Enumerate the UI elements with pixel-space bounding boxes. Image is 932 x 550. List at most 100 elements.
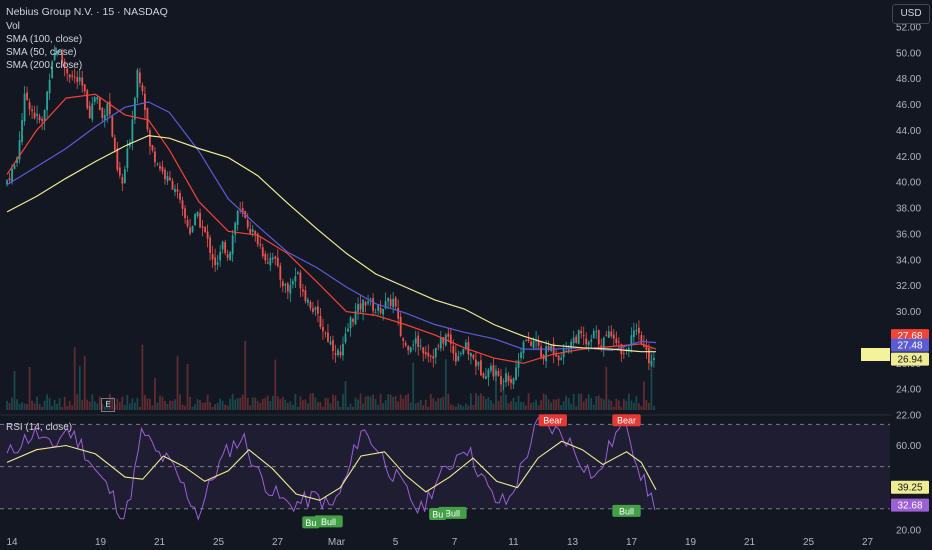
candle-body: [580, 330, 583, 334]
volume-bar: [414, 403, 417, 410]
candle-body: [424, 352, 427, 355]
volume-bar: [457, 403, 460, 410]
volume-bar: [582, 401, 585, 410]
candle-body: [620, 344, 623, 355]
volume-bar: [487, 397, 490, 410]
candle-body: [427, 352, 430, 357]
volume-bar: [103, 406, 106, 410]
volume-bar: [191, 406, 194, 410]
volume-bar: [635, 396, 638, 410]
candle-body: [439, 338, 442, 349]
candle-body: [630, 335, 633, 347]
price-axis-tick: 40.00: [896, 178, 921, 189]
candle-body: [397, 308, 400, 319]
volume-bar: [73, 347, 76, 410]
volume-legend[interactable]: Vol: [6, 21, 20, 32]
volume-bar: [485, 398, 487, 410]
currency-button[interactable]: USD: [892, 4, 930, 24]
price-axis-tick: 46.00: [896, 100, 921, 111]
volume-bar: [249, 405, 252, 410]
candle-body: [565, 350, 568, 352]
candle-body: [271, 257, 274, 260]
candle-body: [349, 317, 352, 329]
candle-body: [337, 349, 339, 356]
volume-bar: [166, 403, 169, 410]
volume-bar: [111, 396, 114, 410]
candle-body: [26, 92, 28, 100]
volume-bar: [194, 404, 196, 410]
candle-body: [234, 222, 237, 235]
candle-body: [510, 379, 512, 383]
volume-bar: [151, 405, 154, 410]
volume-bar: [33, 403, 36, 410]
volume-bars-group: [6, 340, 655, 410]
candle-body: [106, 103, 109, 116]
candle-body: [477, 361, 480, 366]
rsi-ma-line: [6, 440, 657, 501]
volume-bar: [304, 399, 307, 410]
volume-bar: [299, 396, 302, 410]
volume-bar: [389, 394, 392, 410]
volume-bar: [580, 393, 583, 410]
volume-bar: [256, 400, 259, 410]
volume-bar: [219, 398, 222, 410]
bull-label-text: Bull: [321, 517, 336, 527]
candle-body: [635, 330, 638, 332]
candle-body: [181, 200, 184, 209]
candle-body: [452, 345, 455, 354]
candle-body: [169, 177, 171, 181]
candle-body: [108, 101, 111, 115]
candle-body: [374, 312, 377, 314]
volume-bar: [495, 369, 497, 410]
candle-body: [352, 318, 354, 322]
candle-body: [159, 165, 161, 169]
volume-bar: [271, 395, 274, 410]
volume-bar: [23, 403, 26, 410]
volume-bar: [537, 405, 540, 410]
volume-bar: [116, 398, 119, 410]
volume-bar: [510, 401, 512, 410]
candle-body: [43, 110, 46, 122]
earnings-event-marker[interactable]: E: [101, 398, 115, 412]
sma200-legend[interactable]: SMA (200, close): [6, 60, 83, 71]
volume-bar: [11, 397, 13, 410]
candle-body: [23, 93, 26, 122]
candle-body: [394, 297, 397, 307]
sma100-legend[interactable]: SMA (100, close): [6, 34, 83, 45]
time-axis-tick: 27: [862, 537, 874, 548]
candle-body: [617, 341, 620, 343]
price-axis-tick: 42.00: [896, 152, 921, 163]
volume-bar: [643, 381, 645, 410]
volume-bar: [93, 401, 96, 410]
candle-body: [18, 140, 21, 160]
volume-bar: [28, 366, 31, 410]
candle-body: [454, 352, 457, 362]
volume-bar: [18, 403, 21, 410]
candle-body: [607, 331, 610, 338]
volume-bar: [81, 399, 84, 410]
volume-bar: [226, 405, 229, 410]
price-axis-tick: 36.00: [896, 229, 921, 240]
volume-bar: [585, 398, 588, 410]
candle-body: [417, 335, 420, 348]
volume-bar: [575, 406, 578, 410]
volume-bar: [53, 400, 56, 410]
candle-body: [442, 337, 445, 344]
candle-body: [221, 241, 224, 250]
bull-label-text: Bull: [619, 506, 634, 516]
candle-body: [597, 329, 600, 345]
volume-bar: [329, 403, 332, 410]
volume-bar: [480, 393, 482, 410]
sma50-legend[interactable]: SMA (50, close): [6, 47, 77, 58]
candle-body: [91, 103, 94, 120]
volume-bar: [439, 398, 442, 410]
volume-bar: [133, 402, 136, 410]
candle-body: [472, 354, 475, 359]
candle-body: [13, 165, 16, 169]
rsi-legend[interactable]: RSI (14, close): [6, 422, 73, 433]
candle-body: [189, 227, 191, 234]
candle-body: [236, 211, 239, 225]
volume-bar: [454, 406, 457, 410]
